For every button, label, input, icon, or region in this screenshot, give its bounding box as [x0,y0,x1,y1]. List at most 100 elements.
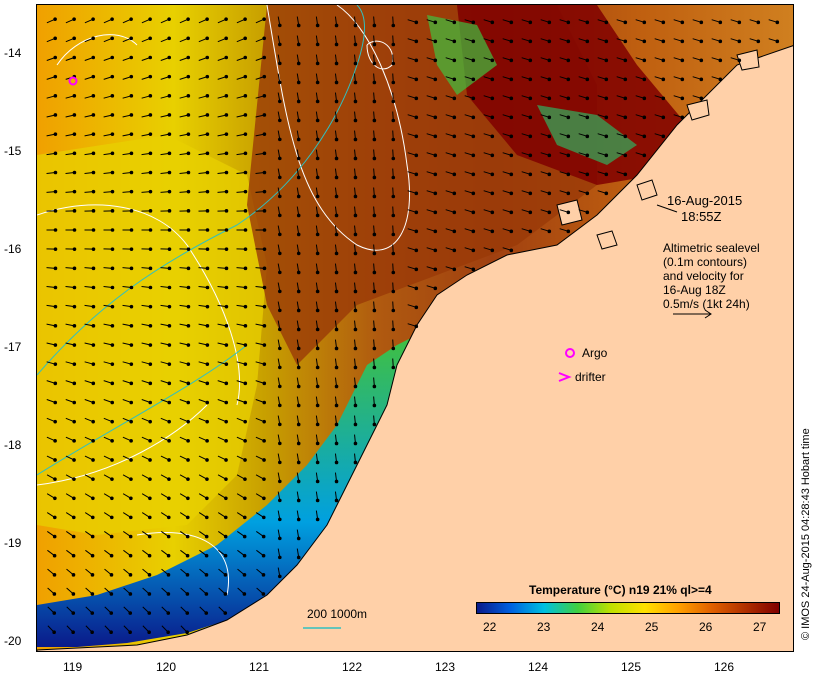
velocity-arrow-head [243,170,248,175]
velocity-arrow-head [315,213,320,218]
velocity-arrow-head [661,96,666,101]
velocity-arrow-head [186,324,191,328]
velocity-arrow-head [262,285,267,290]
velocity-arrow-head [262,381,267,386]
velocity-arrow-head [566,58,571,63]
velocity-arrow-head [110,400,115,405]
velocity-arrow-head [91,324,96,328]
velocity-arrow-head [186,496,190,501]
velocity-arrow-head [109,611,114,615]
velocity-arrow-head [547,191,552,196]
velocity-arrow-head [205,266,210,271]
velocity-arrow-head [186,94,191,98]
velocity-arrow-head [315,42,320,47]
velocity-arrow-head [186,170,191,175]
velocity-arrow-head [547,153,552,158]
velocity-arrow-head [167,247,172,251]
velocity-arrow-head [372,99,377,104]
velocity-arrow-head [528,39,533,44]
velocity-arrow-head [53,94,58,98]
velocity-arrow-head [129,477,133,481]
velocity-arrow-head [129,189,134,194]
velocity-arrow-head [53,439,57,443]
velocity-arrow-head [661,115,666,120]
velocity-arrow-head [699,77,704,82]
velocity-arrow-head [167,36,171,41]
velocity-arrow-head [262,400,267,405]
velocity-arrow-head [261,553,266,558]
altimetry-line-1: Altimetric sealevel [663,241,760,255]
velocity-arrow-head [262,304,267,309]
velocity-arrow-head [372,232,377,237]
velocity-arrow-head [243,285,248,290]
velocity-arrow-head [52,515,57,520]
velocity-arrow-head [91,285,96,290]
velocity-arrow-head [53,400,58,405]
velocity-arrow-head [148,74,153,79]
velocity-arrow-head [414,20,419,25]
velocity-arrow-head [353,232,358,237]
velocity-arrow-head [372,137,377,142]
velocity-arrow-head [353,270,358,275]
velocity-arrow-head [243,266,248,271]
velocity-arrow-head [391,80,396,85]
velocity-arrow-head [223,611,228,615]
velocity-arrow-head [224,477,228,481]
velocity-arrow-head [129,132,134,136]
velocity-arrow-head [129,113,134,117]
velocity-arrow-head [109,515,114,520]
velocity-arrow-head [278,574,282,579]
velocity-arrow-head [72,170,77,175]
velocity-arrow-head [353,460,358,465]
velocity-arrow-head [262,132,267,136]
velocity-arrow-head [53,477,57,481]
velocity-arrow-head [315,460,320,465]
velocity-arrow-head [72,151,77,156]
velocity-arrow-head [91,343,96,347]
velocity-arrow-head [547,172,552,177]
velocity-arrow-head [90,553,95,558]
velocity-arrow-head [243,189,248,194]
velocity-arrow-head [167,17,171,21]
velocity-arrow-head [699,20,704,25]
velocity-arrow-head [334,403,339,408]
velocity-arrow-head [205,36,209,41]
velocity-arrow-head [205,209,210,213]
velocity-arrow-head [391,308,396,313]
velocity-arrow-head [148,362,153,366]
velocity-arrow-head [604,134,609,139]
velocity-arrow-head [414,324,419,329]
velocity-arrow-head [490,191,495,196]
velocity-arrow-head [278,175,282,180]
lat-label: -18 [4,438,22,452]
velocity-arrow-head [414,134,419,139]
velocity-arrow-head [296,346,301,351]
velocity-arrow-head [566,20,571,25]
velocity-arrow-head [186,151,191,156]
velocity-arrow-head [148,324,153,328]
velocity-arrow-head [147,553,152,558]
velocity-arrow-head [296,270,301,275]
velocity-arrow-head [110,189,115,194]
velocity-arrow-head [278,460,282,465]
velocity-arrow-head [261,515,266,520]
velocity-arrow-head [224,496,228,501]
velocity-arrow-head [334,460,339,465]
velocity-arrow-head [148,400,153,405]
velocity-arrow-head [278,251,282,256]
velocity-arrow-head [296,327,301,332]
velocity-arrow-head [53,419,57,424]
velocity-arrow-head [129,36,133,41]
velocity-arrow-head [224,458,228,462]
velocity-arrow-head [353,289,358,294]
velocity-arrow-head [433,96,438,101]
velocity-arrow-head [623,77,628,82]
velocity-arrow-head [205,74,210,79]
velocity-arrow-head [204,515,209,520]
velocity-arrow-head [166,592,171,596]
velocity-arrow-head [224,285,229,290]
velocity-arrow-head [278,308,282,313]
velocity-arrow-head [262,189,267,194]
velocity-arrow-head [148,36,152,41]
velocity-arrow-head [129,419,133,424]
